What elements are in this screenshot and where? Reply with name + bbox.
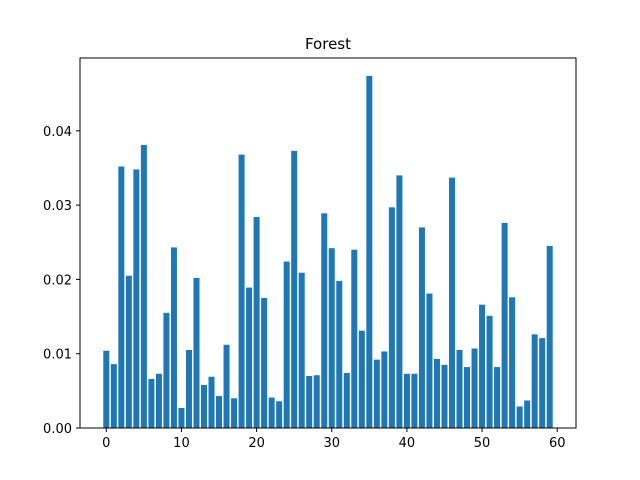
bar (343, 373, 350, 428)
x-tick-label: 20 (248, 436, 265, 451)
bar (366, 75, 373, 428)
bar (313, 375, 320, 428)
bar (118, 166, 125, 429)
bar (516, 406, 523, 428)
bar (216, 396, 223, 428)
bar (208, 376, 215, 428)
plot-frame (79, 57, 577, 429)
bar (531, 334, 538, 428)
bar (261, 297, 268, 428)
y-tick-label: 0.02 (43, 273, 72, 288)
bar (471, 348, 478, 428)
x-tick-label: 10 (173, 436, 190, 451)
bar (148, 378, 155, 428)
bar (321, 213, 328, 428)
bar (396, 175, 403, 428)
bar (246, 287, 253, 428)
bar (479, 304, 486, 428)
bar (464, 367, 471, 428)
bar (291, 150, 298, 428)
bar (373, 359, 380, 428)
y-tick-label: 0.01 (43, 348, 72, 363)
bar (358, 330, 365, 428)
bar (524, 400, 531, 428)
y-tick-label: 0.04 (43, 125, 72, 140)
bar (253, 216, 260, 428)
bar (155, 373, 162, 428)
bars-group (103, 75, 553, 429)
x-tick-label: 40 (399, 436, 416, 451)
bar (133, 169, 140, 428)
bar (433, 358, 440, 428)
x-tick-label: 50 (474, 436, 491, 451)
bar (223, 344, 230, 428)
x-tick-label: 0 (102, 436, 110, 451)
bar (388, 207, 395, 428)
bar (336, 280, 343, 428)
chart-title: Forest (305, 35, 351, 53)
bar (200, 384, 208, 428)
bar (163, 312, 170, 428)
bar (403, 373, 410, 428)
y-tick-label: 0.03 (43, 199, 72, 214)
y-axis: 0.00 0.01 0.02 0.03 0.04 (43, 125, 80, 437)
bar (546, 245, 553, 428)
bar (298, 272, 305, 428)
bar (125, 275, 132, 428)
bar (448, 177, 456, 428)
y-tick-label: 0.00 (43, 422, 72, 437)
x-tick-label: 30 (323, 436, 340, 451)
bar (276, 401, 283, 428)
bar (178, 407, 185, 428)
bar (456, 349, 463, 428)
bar (418, 227, 425, 428)
bar (231, 398, 238, 428)
bar (306, 375, 313, 428)
bar (193, 277, 200, 428)
bar (486, 315, 493, 428)
x-axis: 0 10 20 30 40 50 60 (102, 428, 565, 451)
bar (170, 247, 177, 428)
bar (185, 349, 192, 428)
bar (328, 248, 335, 428)
bar (381, 351, 388, 428)
bar (351, 249, 358, 428)
bar (103, 350, 110, 428)
bar (426, 293, 433, 428)
bar (140, 144, 147, 428)
bar (509, 297, 516, 428)
bar (110, 364, 117, 428)
bar (494, 367, 501, 428)
bar (268, 397, 275, 428)
bar (411, 373, 418, 428)
bar (238, 154, 245, 428)
bar (539, 338, 546, 428)
bar (441, 364, 448, 428)
bar (501, 222, 508, 428)
x-tick-label: 60 (549, 436, 566, 451)
bar (283, 261, 290, 428)
